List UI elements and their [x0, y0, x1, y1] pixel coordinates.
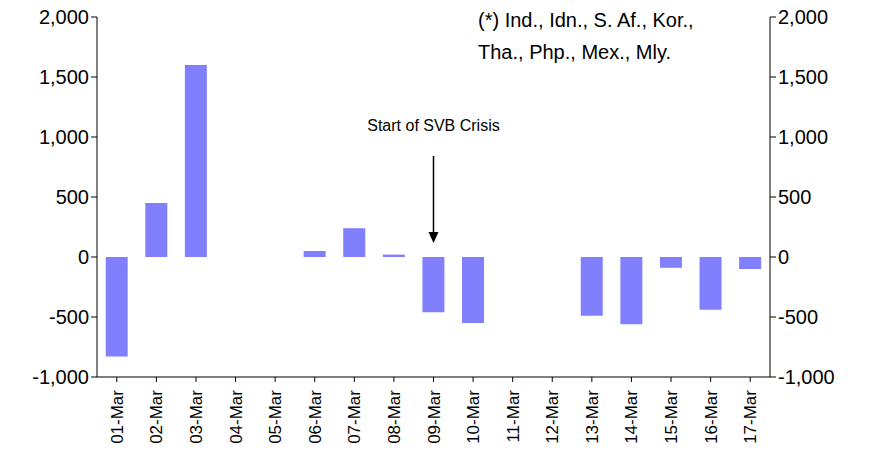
svg-text:(*) Ind., Idn., S. Af., Kor.,: (*) Ind., Idn., S. Af., Kor., — [478, 9, 694, 31]
svg-text:06-Mar: 06-Mar — [306, 390, 325, 444]
svg-text:03-Mar: 03-Mar — [187, 390, 206, 444]
svg-text:08-Mar: 08-Mar — [385, 390, 404, 444]
svg-text:500: 500 — [56, 186, 89, 208]
svg-text:11-Mar: 11-Mar — [504, 390, 523, 443]
svg-text:-1,000: -1,000 — [778, 366, 835, 388]
svg-text:2,000: 2,000 — [39, 6, 89, 28]
svg-text:1,500: 1,500 — [39, 66, 89, 88]
svg-text:14-Mar: 14-Mar — [622, 390, 641, 444]
svg-text:Start of SVB Crisis: Start of SVB Crisis — [367, 117, 499, 134]
svg-text:1,000: 1,000 — [39, 126, 89, 148]
svg-text:01-Mar: 01-Mar — [108, 390, 127, 444]
svg-text:0: 0 — [78, 246, 89, 268]
svg-text:05-Mar: 05-Mar — [266, 390, 285, 444]
svg-text:09-Mar: 09-Mar — [425, 390, 444, 444]
svg-text:07-Mar: 07-Mar — [345, 390, 364, 444]
svg-text:15-Mar: 15-Mar — [662, 390, 681, 444]
svg-text:16-Mar: 16-Mar — [702, 390, 721, 444]
svg-text:10-Mar: 10-Mar — [464, 390, 483, 444]
svg-text:1,000: 1,000 — [778, 126, 828, 148]
svg-text:1,500: 1,500 — [778, 66, 828, 88]
svg-text:04-Mar: 04-Mar — [227, 390, 246, 444]
svg-text:0: 0 — [778, 246, 789, 268]
svg-text:13-Mar: 13-Mar — [583, 390, 602, 444]
svg-text:Tha., Php., Mex., Mly.: Tha., Php., Mex., Mly. — [478, 41, 671, 63]
svg-text:-1,000: -1,000 — [32, 366, 89, 388]
svg-text:2,000: 2,000 — [778, 6, 828, 28]
svg-text:17-Mar: 17-Mar — [741, 390, 760, 444]
svg-text:12-Mar: 12-Mar — [543, 390, 562, 444]
svg-text:-500: -500 — [49, 306, 89, 328]
svg-text:500: 500 — [778, 186, 811, 208]
svg-text:-500: -500 — [778, 306, 818, 328]
svg-text:02-Mar: 02-Mar — [147, 390, 166, 444]
